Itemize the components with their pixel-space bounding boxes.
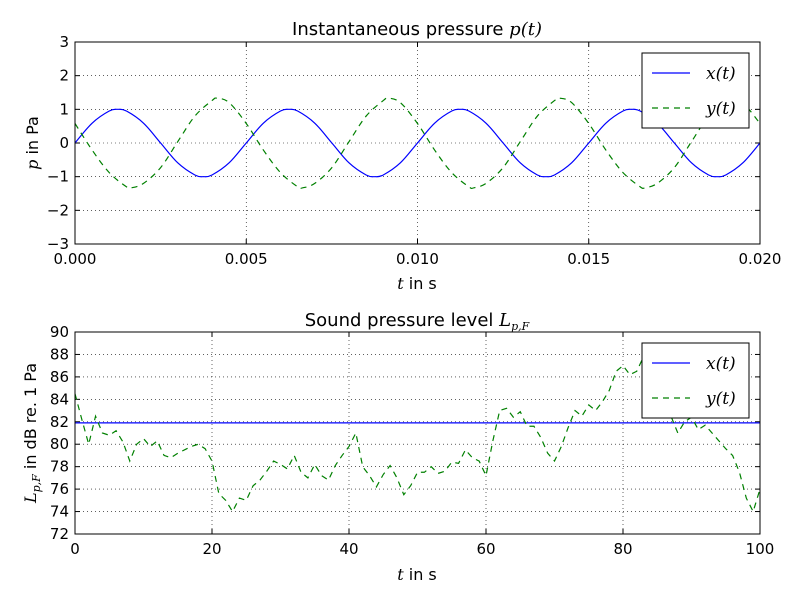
level-xtick-label: 0 <box>70 540 80 558</box>
level-ytick-label: 86 <box>50 368 69 386</box>
level-ticks: 0 20 40 60 80 100 90 88 86 84 82 80 78 76 74 72 <box>50 323 774 558</box>
level-title: Sound pressure level Lp,F <box>305 310 530 333</box>
level-xtick-label: 60 <box>476 540 495 558</box>
level-ytick-label: 74 <box>50 503 69 521</box>
pressure-ytick-label: 1 <box>59 100 69 118</box>
pressure-ytick-label: −3 <box>47 235 69 253</box>
pressure-ytick-label: 3 <box>59 33 69 51</box>
pressure-xtick-label: 0.015 <box>567 250 610 268</box>
level-legend-x-label: x(t) <box>706 354 736 374</box>
level-xtick-label: 100 <box>746 540 775 558</box>
pressure-plot: 0.000 0.005 0.010 0.015 0.020 3 2 1 0 −1 −2 −3 Inst… <box>23 19 781 293</box>
pressure-ytick-label: 2 <box>59 67 69 85</box>
pressure-x-label: t in s <box>397 274 437 293</box>
pressure-ytick-label: −2 <box>47 201 69 219</box>
pressure-legend-x-label: x(t) <box>706 64 736 84</box>
level-xtick-label: 20 <box>202 540 221 558</box>
pressure-y-label: p in Pa <box>23 116 42 170</box>
pressure-legend: x(t) y(t) <box>641 52 750 129</box>
pressure-series-y-line <box>75 97 760 190</box>
level-ytick-label: 82 <box>50 413 69 431</box>
pressure-ytick-label: 0 <box>59 134 69 152</box>
level-ytick-label: 76 <box>50 480 69 498</box>
level-ytick-label: 72 <box>50 525 69 543</box>
pressure-title: Instantaneous pressure p(t) <box>292 19 542 40</box>
level-plot-frame <box>74 331 761 535</box>
level-xtick-label: 40 <box>339 540 358 558</box>
pressure-ytick-label: −1 <box>47 168 69 186</box>
level-y-label: Lp,F in dB re. 1 Pa <box>21 363 43 504</box>
level-xtick-label: 80 <box>613 540 632 558</box>
level-legend: x(t) y(t) <box>641 342 750 419</box>
level-ytick-label: 80 <box>50 435 69 453</box>
level-x-label: t in s <box>397 565 437 584</box>
pressure-plot-frame <box>74 41 761 245</box>
pressure-xtick-label: 0.020 <box>739 250 782 268</box>
pressure-legend-box <box>641 52 750 129</box>
level-ytick-label: 84 <box>50 390 69 408</box>
pressure-series <box>75 97 760 190</box>
pressure-legend-y-label: y(t) <box>705 99 736 119</box>
level-ytick-label: 78 <box>50 458 69 476</box>
pressure-xtick-label: 0.005 <box>225 250 268 268</box>
level-grid <box>75 332 760 534</box>
level-plot: 0 20 40 60 80 100 90 88 86 84 82 80 78 76 74 72 Sound p… <box>21 310 774 584</box>
pressure-ticks: 0.000 0.005 0.010 0.015 0.020 3 2 1 0 −1 −2 −3 <box>47 33 782 268</box>
level-legend-box <box>641 342 750 419</box>
level-legend-y-label: y(t) <box>705 389 736 409</box>
level-ytick-label: 90 <box>50 323 69 341</box>
pressure-xtick-label: 0.010 <box>396 250 439 268</box>
pressure-series-x-line <box>75 108 760 178</box>
level-ytick-label: 88 <box>50 345 69 363</box>
pressure-xtick-label: 0.000 <box>54 250 97 268</box>
